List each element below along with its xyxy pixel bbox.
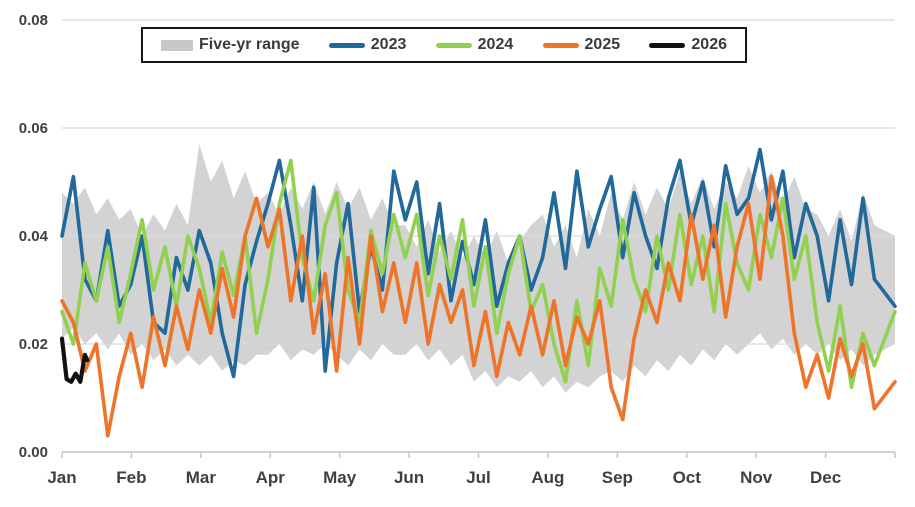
legend-item-2023: 2023 xyxy=(328,36,407,54)
legend-item-five-yr-range: Five-yr range xyxy=(161,36,299,54)
series-2023-line xyxy=(60,147,897,379)
x-axis-label-mar: Mar xyxy=(186,468,217,487)
x-axis-label-jan: Jan xyxy=(47,468,76,487)
legend-item-2026: 2026 xyxy=(649,36,727,54)
x-axis-label-jun: Jun xyxy=(394,468,424,487)
legend-label-2023: 2023 xyxy=(370,36,407,53)
five-yr-range-swatch-icon xyxy=(161,39,193,51)
x-axis-label-aug: Aug xyxy=(531,468,564,487)
series-2024-line xyxy=(60,158,897,389)
x-axis-label-oct: Oct xyxy=(673,468,702,487)
series-2024-swatch-icon xyxy=(435,42,472,48)
x-axis-label-sep: Sep xyxy=(602,468,633,487)
y-axis-label-0.00: 0.00 xyxy=(19,444,48,461)
y-axis-label-0.02: 0.02 xyxy=(19,336,48,353)
series-2026-swatch-icon xyxy=(649,42,686,48)
legend-label-2025: 2025 xyxy=(584,36,621,53)
x-axis-label-feb: Feb xyxy=(116,468,146,487)
series-2025-line xyxy=(60,174,897,438)
series-2025-swatch-icon xyxy=(542,42,579,48)
legend-label-2026: 2026 xyxy=(691,36,727,53)
y-axis-label-0.04: 0.04 xyxy=(19,228,49,245)
series-2023-swatch-icon xyxy=(328,42,365,48)
x-axis-label-jul: Jul xyxy=(466,468,491,487)
legend-label-five-yr-range: Five-yr range xyxy=(199,36,300,53)
legend-item-2025: 2025 xyxy=(542,36,621,54)
y-axis-label-0.06: 0.06 xyxy=(19,120,48,137)
chart-legend: Five-yr range 2023 2024 2025 2026 xyxy=(141,27,747,63)
x-axis-label-may: May xyxy=(323,468,357,487)
x-axis-label-nov: Nov xyxy=(740,468,773,487)
legend-item-2024: 2024 xyxy=(435,36,514,54)
x-axis-label-dec: Dec xyxy=(810,468,841,487)
x-axis-label-apr: Apr xyxy=(256,468,286,487)
y-axis-label-0.08: 0.08 xyxy=(19,12,48,29)
legend-label-2024: 2024 xyxy=(477,36,514,53)
series-2026-line xyxy=(59,336,90,384)
